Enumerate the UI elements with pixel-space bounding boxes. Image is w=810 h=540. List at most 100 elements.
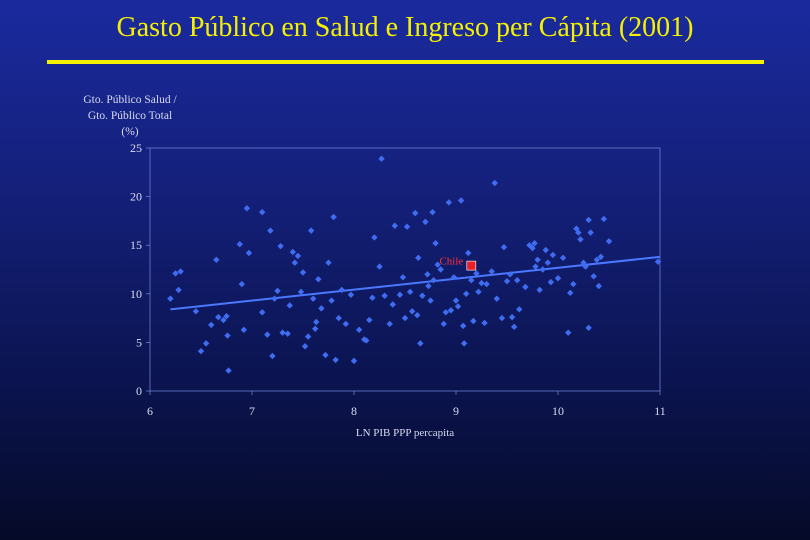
data-point (434, 261, 441, 268)
data-point (595, 282, 602, 290)
data-point (297, 288, 305, 296)
x-tick-label: 11 (654, 404, 666, 418)
data-points (167, 155, 662, 374)
data-point (445, 199, 453, 206)
data-point (422, 218, 429, 226)
data-point (567, 289, 574, 297)
data-point (442, 309, 449, 316)
data-point (531, 240, 538, 247)
data-point (539, 266, 546, 273)
data-point (460, 340, 468, 347)
data-point (547, 278, 555, 286)
data-point (491, 179, 498, 187)
data-point (347, 291, 355, 298)
data-point (559, 254, 567, 262)
y-axis-title-line-3: (%) (121, 126, 138, 138)
data-point (415, 254, 422, 262)
data-point (536, 286, 543, 294)
data-point (419, 292, 426, 299)
y-tick-label: 25 (130, 141, 142, 155)
data-point (328, 297, 335, 304)
data-point (271, 295, 278, 302)
data-point (534, 256, 541, 263)
data-point (424, 271, 431, 278)
data-point (575, 229, 582, 236)
data-point (440, 320, 447, 328)
y-tick-label: 20 (130, 190, 142, 204)
data-point (240, 326, 248, 333)
data-point (371, 234, 378, 241)
data-point (425, 282, 432, 290)
data-point (554, 275, 562, 282)
data-point (338, 286, 345, 294)
data-point (238, 280, 245, 288)
data-point (430, 276, 437, 284)
data-point (498, 314, 506, 322)
data-point (516, 306, 523, 313)
data-point (363, 337, 370, 344)
data-point (208, 321, 215, 329)
data-point (376, 263, 383, 270)
data-point (318, 305, 325, 312)
data-point (220, 316, 227, 324)
data-point (389, 301, 396, 308)
data-point (322, 351, 329, 359)
data-point (529, 244, 536, 252)
data-point (274, 287, 281, 295)
data-point (488, 268, 495, 275)
data-point (192, 308, 200, 315)
data-point (500, 243, 508, 251)
data-point (289, 248, 296, 256)
data-point (432, 240, 439, 247)
data-point (369, 294, 376, 301)
data-point (286, 302, 293, 309)
data-point (478, 279, 485, 287)
data-point (342, 320, 350, 328)
data-point (355, 326, 363, 333)
data-point (277, 242, 284, 250)
data-point (510, 323, 518, 331)
title-underline (47, 60, 764, 64)
data-point (307, 227, 315, 234)
data-point (542, 246, 549, 254)
data-point (243, 205, 251, 212)
data-point (590, 273, 597, 280)
data-point (429, 208, 436, 216)
data-point (414, 311, 421, 319)
data-point (215, 313, 222, 321)
data-point (403, 223, 411, 230)
data-point (312, 325, 319, 332)
data-point (401, 314, 409, 322)
data-point (526, 242, 533, 249)
data-point (167, 295, 174, 302)
data-point (378, 155, 385, 162)
y-axis-title-line-2: Gto. Público Total (88, 110, 172, 122)
data-point (582, 263, 589, 270)
data-point (570, 280, 577, 288)
data-point (506, 271, 514, 278)
data-point (577, 236, 584, 243)
data-point (585, 324, 592, 332)
plot-area-frame (149, 147, 661, 392)
data-point (245, 249, 253, 257)
data-point (450, 274, 458, 281)
data-point (544, 259, 551, 266)
data-point (224, 332, 231, 339)
x-tick-label: 6 (147, 404, 153, 418)
data-point (465, 249, 472, 257)
x-tick-label: 8 (351, 404, 357, 418)
data-point (366, 316, 373, 324)
data-point (225, 367, 232, 374)
data-point (587, 229, 594, 236)
data-point (473, 270, 480, 277)
data-point (284, 330, 291, 337)
data-point (493, 295, 500, 302)
data-point (325, 259, 332, 266)
trend-line (170, 255, 661, 311)
data-point (463, 290, 470, 297)
data-point (514, 276, 521, 284)
data-point (269, 352, 276, 360)
x-axis: 6 7 8 9 10 11 (147, 391, 666, 418)
data-point (177, 268, 184, 275)
data-point (412, 209, 419, 217)
